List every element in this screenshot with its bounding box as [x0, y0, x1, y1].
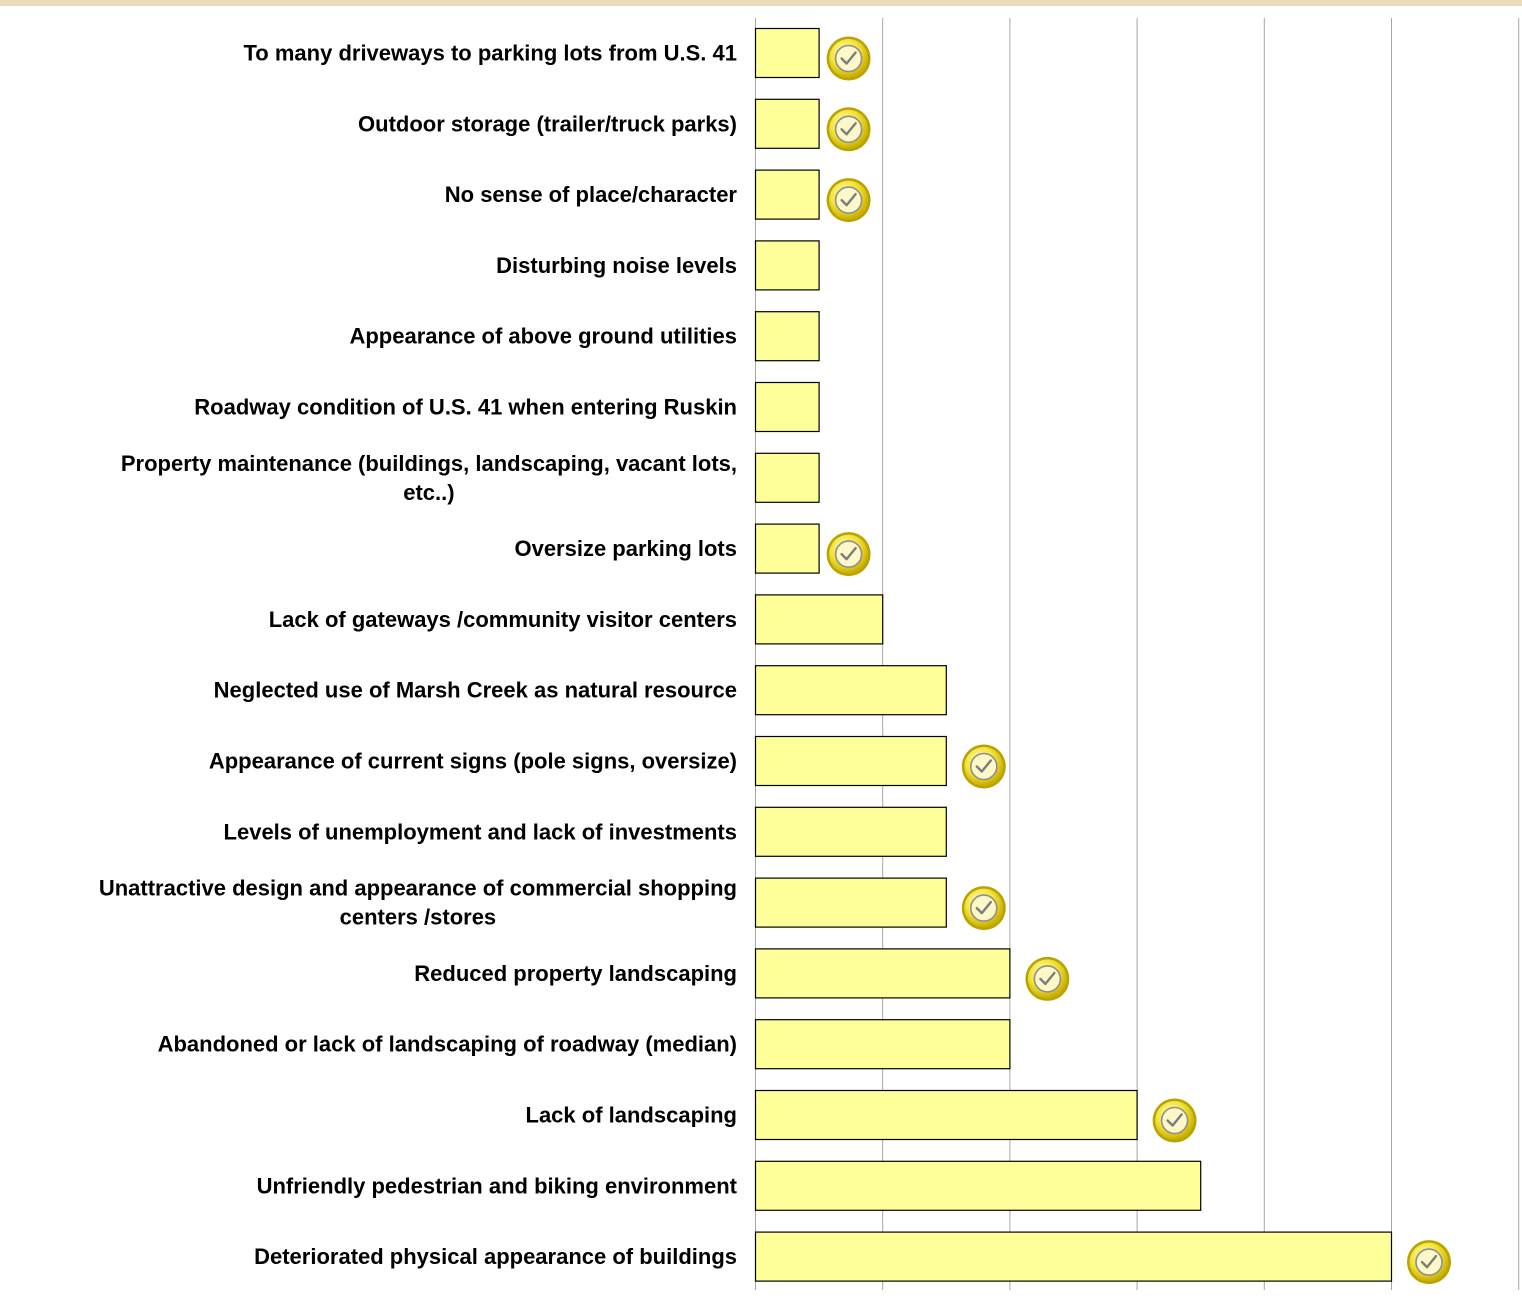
category-label-9: Neglected use of Marsh Creek as natural …: [214, 678, 737, 703]
gridlines: [755, 18, 1520, 1290]
bar-16: [754, 1160, 1202, 1211]
bar-6: [754, 452, 820, 503]
category-label-1: Outdoor storage (trailer/truck parks): [358, 111, 737, 136]
category-label-17: Deteriorated physical appearance of buil…: [254, 1244, 737, 1269]
checkmarks: [826, 36, 1451, 1285]
check-circle-icon: [826, 36, 871, 81]
bar-5: [754, 381, 820, 433]
check-circle-icon: [826, 532, 871, 577]
bar-10: [754, 735, 947, 787]
category-label-16: Unfriendly pedestrian and biking environ…: [257, 1173, 738, 1198]
bar-4: [754, 311, 820, 362]
bar-2: [754, 169, 820, 220]
top-border-band: [0, 0, 1522, 6]
category-label-12: Unattractive design and appearance of co…: [99, 876, 737, 930]
bar-1: [754, 98, 820, 149]
category-label-3: Disturbing noise levels: [496, 253, 737, 278]
category-label-15: Lack of landscaping: [526, 1103, 738, 1128]
category-label-7: Oversize parking lots: [514, 536, 737, 561]
bar-7: [754, 523, 820, 574]
bar-14: [754, 1019, 1011, 1070]
check-circle-icon: [1025, 956, 1070, 1001]
bars: [754, 27, 1393, 1282]
bar-9: [754, 665, 947, 716]
bar-3: [754, 240, 820, 291]
category-label-11: Levels of unemployment and lack of inves…: [224, 819, 737, 844]
bar-13: [754, 948, 1011, 999]
category-labels: To many driveways to parking lots from U…: [99, 41, 738, 1270]
category-label-13: Reduced property landscaping: [414, 961, 737, 986]
category-label-2: No sense of place/character: [445, 182, 738, 207]
category-label-10: Appearance of current signs (pole signs,…: [209, 749, 737, 774]
check-circle-icon: [1407, 1240, 1451, 1285]
bar-15: [754, 1089, 1138, 1141]
bar-0: [754, 27, 820, 79]
check-circle-icon: [961, 886, 1006, 931]
category-label-6: Property maintenance (buildings, landsca…: [121, 451, 737, 505]
category-label-14: Abandoned or lack of landscaping of road…: [158, 1032, 737, 1057]
category-label-8: Lack of gateways /community visitor cent…: [269, 607, 737, 632]
category-label-5: Roadway condition of U.S. 41 when enteri…: [194, 395, 737, 420]
check-circle-icon: [961, 744, 1006, 789]
category-label-4: Appearance of above ground utilities: [349, 324, 737, 349]
bar-12: [754, 877, 947, 928]
bar-17: [754, 1231, 1393, 1282]
check-circle-icon: [1152, 1098, 1197, 1143]
bar-11: [754, 806, 947, 857]
bar-8: [754, 594, 884, 645]
check-circle-icon: [826, 107, 871, 152]
category-label-0: To many driveways to parking lots from U…: [244, 41, 738, 66]
check-circle-icon: [826, 178, 871, 223]
